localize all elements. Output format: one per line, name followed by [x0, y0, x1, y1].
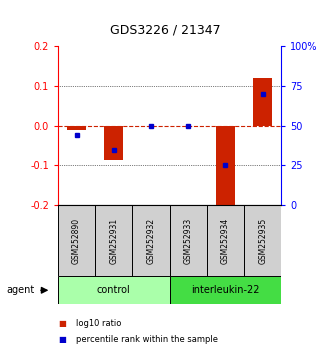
- Bar: [207, 205, 244, 276]
- Text: GSM252890: GSM252890: [72, 218, 81, 264]
- Bar: [105, 126, 123, 160]
- Bar: [254, 78, 272, 126]
- Bar: [58, 276, 169, 304]
- Bar: [58, 205, 95, 276]
- Bar: [169, 276, 281, 304]
- Text: agent: agent: [7, 285, 35, 295]
- Bar: [132, 205, 169, 276]
- Text: GSM252935: GSM252935: [258, 218, 267, 264]
- Text: percentile rank within the sample: percentile rank within the sample: [76, 335, 218, 344]
- Text: interleukin-22: interleukin-22: [191, 285, 260, 295]
- Bar: [95, 205, 132, 276]
- Bar: [244, 205, 281, 276]
- Text: control: control: [97, 285, 131, 295]
- Text: GSM252933: GSM252933: [184, 218, 193, 264]
- Bar: [67, 126, 86, 130]
- Text: GSM252934: GSM252934: [221, 218, 230, 264]
- Text: ■: ■: [58, 319, 66, 329]
- Bar: [169, 205, 207, 276]
- Bar: [216, 126, 235, 205]
- Text: GSM252932: GSM252932: [147, 218, 156, 264]
- Text: GDS3226 / 21347: GDS3226 / 21347: [110, 23, 221, 36]
- Text: GSM252931: GSM252931: [109, 218, 118, 264]
- Text: ■: ■: [58, 335, 66, 344]
- Text: log10 ratio: log10 ratio: [76, 319, 121, 329]
